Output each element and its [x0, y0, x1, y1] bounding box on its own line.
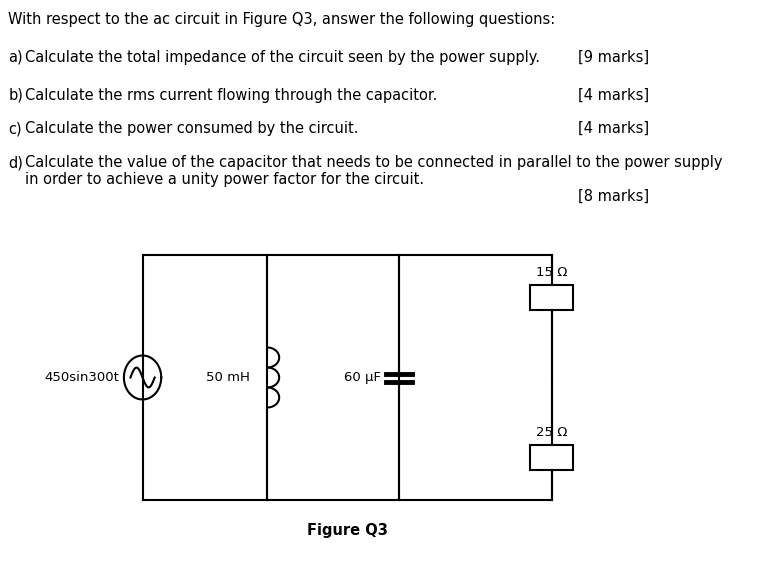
Text: Calculate the rms current flowing through the capacitor.: Calculate the rms current flowing throug…	[26, 88, 438, 103]
Text: 25 Ω: 25 Ω	[536, 426, 567, 439]
Text: b): b)	[9, 88, 23, 103]
Text: c): c)	[9, 121, 22, 136]
Text: Figure Q3: Figure Q3	[307, 523, 387, 538]
Text: With respect to the ac circuit in Figure Q3, answer the following questions:: With respect to the ac circuit in Figure…	[9, 12, 555, 27]
Text: 450sin300t: 450sin300t	[45, 371, 120, 384]
Text: in order to achieve a unity power factor for the circuit.: in order to achieve a unity power factor…	[26, 172, 425, 187]
Text: [9 marks]: [9 marks]	[578, 50, 649, 65]
Text: [8 marks]: [8 marks]	[578, 189, 649, 204]
Text: 15 Ω: 15 Ω	[536, 266, 567, 279]
Bar	[531, 285, 573, 310]
Text: [4 marks]: [4 marks]	[578, 121, 649, 136]
Text: Calculate the value of the capacitor that needs to be connected in parallel to t: Calculate the value of the capacitor tha…	[26, 155, 723, 170]
Text: 50 mH: 50 mH	[206, 371, 251, 384]
Bar	[531, 445, 573, 470]
Text: d): d)	[9, 155, 23, 170]
Text: a): a)	[9, 50, 23, 65]
Text: Calculate the total impedance of the circuit seen by the power supply.: Calculate the total impedance of the cir…	[26, 50, 541, 65]
Text: [4 marks]: [4 marks]	[578, 88, 649, 103]
Text: Calculate the power consumed by the circuit.: Calculate the power consumed by the circ…	[26, 121, 359, 136]
Text: 60 μF: 60 μF	[344, 371, 381, 384]
